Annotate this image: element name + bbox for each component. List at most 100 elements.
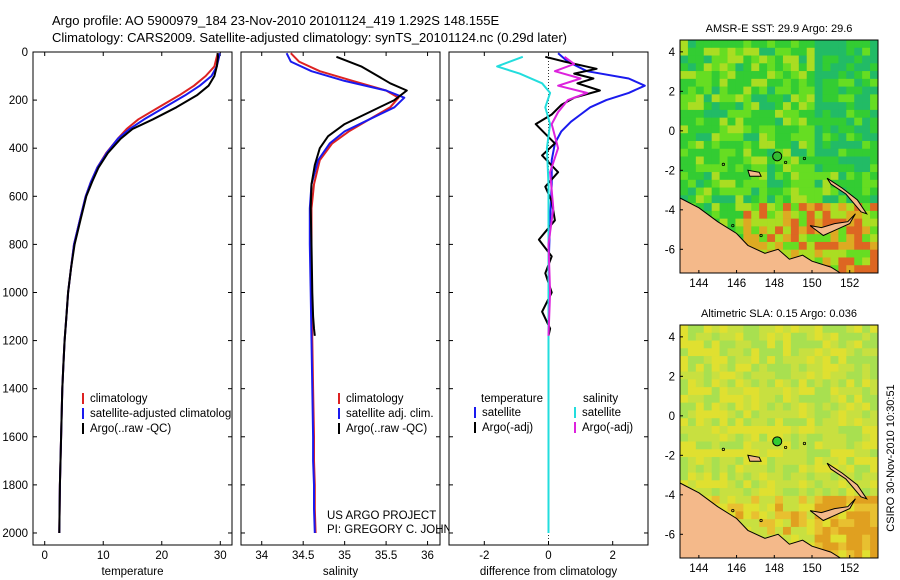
heatmap-cell xyxy=(862,172,871,181)
heatmap-cell xyxy=(775,348,784,357)
heatmap-cell xyxy=(854,379,863,388)
heatmap-cell xyxy=(854,394,863,403)
heatmap-cell xyxy=(870,371,879,380)
heatmap-cell xyxy=(687,71,697,80)
heatmap-cell xyxy=(870,187,879,196)
heatmap-cell xyxy=(711,109,720,118)
heatmap-cell xyxy=(759,418,768,427)
heatmap-cell xyxy=(695,472,705,481)
heatmap-cell xyxy=(798,464,808,473)
heatmap-cell xyxy=(822,464,831,473)
heatmap-cell xyxy=(814,464,823,473)
heatmap-cell xyxy=(775,394,784,403)
heatmap-cell xyxy=(703,172,712,181)
heatmap-cell xyxy=(830,241,839,250)
heatmap-cell xyxy=(687,195,697,204)
heatmap-cell xyxy=(838,40,847,49)
heatmap-cell xyxy=(695,148,705,157)
heatmap-cell xyxy=(775,503,784,512)
heatmap-cell xyxy=(719,195,728,204)
heatmap-cell xyxy=(854,265,863,274)
heatmap-cell xyxy=(790,187,800,196)
heatmap-cell xyxy=(695,480,705,489)
heatmap-cell xyxy=(727,47,736,56)
heatmap-cell xyxy=(759,503,768,512)
csiro-timestamp: CSIRO 30-Nov-2010 10:30:51 xyxy=(885,384,897,531)
heatmap-cell xyxy=(782,379,792,388)
heatmap-cell xyxy=(814,332,823,341)
heatmap-cell xyxy=(814,71,823,80)
heatmap-cell xyxy=(687,332,697,341)
heatmap-cell xyxy=(711,325,720,334)
annotation-text: PI: GREGORY C. JOHNSON xyxy=(327,524,477,536)
heatmap-cell xyxy=(687,356,697,365)
heatmap-cell xyxy=(862,109,871,118)
heatmap-cell xyxy=(806,332,815,341)
series-line-salinity-1 xyxy=(285,52,406,534)
heatmap-cell xyxy=(695,71,705,80)
heatmap-cell xyxy=(751,164,760,173)
heatmap-cell xyxy=(759,495,768,504)
heatmap-cell xyxy=(775,363,784,372)
heatmap-cell xyxy=(838,241,847,250)
heatmap-cell xyxy=(751,109,760,118)
heatmap-cell xyxy=(854,179,863,188)
heatmap-cell xyxy=(727,78,736,87)
heatmap-cell xyxy=(862,94,871,103)
heatmap-cell xyxy=(775,410,784,419)
heatmap-cell xyxy=(862,125,871,134)
heatmap-cell xyxy=(759,71,768,80)
heatmap-cell xyxy=(822,40,831,49)
heatmap-cell xyxy=(759,63,768,72)
heatmap-cell xyxy=(790,47,800,56)
heatmap-cell xyxy=(695,125,705,134)
heatmap-cell xyxy=(822,387,831,396)
heatmap-cell xyxy=(854,249,863,258)
heatmap-cell xyxy=(862,488,871,497)
heatmap-cell xyxy=(751,503,760,512)
heatmap-cell xyxy=(767,125,776,134)
heatmap-cell xyxy=(806,363,815,372)
heatmap-cell xyxy=(798,418,808,427)
heatmap-cell xyxy=(767,195,776,204)
heatmap-cell xyxy=(711,179,720,188)
heatmap-cell xyxy=(838,550,847,559)
heatmap-cell xyxy=(680,86,689,95)
heatmap-cell xyxy=(822,164,831,173)
heatmap-cell xyxy=(870,71,879,80)
heatmap-cell xyxy=(830,140,839,150)
heatmap-cell xyxy=(767,71,776,80)
heatmap-cell xyxy=(870,534,879,543)
heatmap-cell xyxy=(846,495,855,504)
heatmap-cell xyxy=(870,78,879,87)
heatmap-cell xyxy=(822,394,831,403)
heatmap-cell xyxy=(703,340,712,349)
heatmap-cell xyxy=(830,503,839,512)
heatmap-cell xyxy=(814,356,823,365)
heatmap-cell xyxy=(680,348,689,357)
heatmap-cell xyxy=(838,265,847,274)
heatmap-cell xyxy=(782,519,792,528)
heatmap-cell xyxy=(870,511,879,520)
heatmap-cell xyxy=(838,394,847,403)
heatmap-cell xyxy=(719,394,728,403)
islet xyxy=(783,160,788,165)
heatmap-cell xyxy=(775,140,784,150)
heatmap-cell xyxy=(838,125,847,134)
heatmap-cell xyxy=(830,164,839,173)
y-tick-label: -4 xyxy=(665,490,676,502)
heatmap-cell xyxy=(798,472,808,481)
heatmap-cell xyxy=(790,55,800,64)
heatmap-cell xyxy=(727,40,736,49)
heatmap-cell xyxy=(767,425,776,435)
heatmap-cell xyxy=(743,156,752,165)
heatmap-cell xyxy=(798,325,808,334)
heatmap-cell xyxy=(782,526,792,535)
heatmap-cell xyxy=(838,464,847,473)
heatmap-cell xyxy=(751,102,760,111)
heatmap-cell xyxy=(727,371,736,380)
islet xyxy=(759,233,763,238)
heatmap-cell xyxy=(719,78,728,87)
heatmap-cell xyxy=(822,63,831,72)
heatmap-cell xyxy=(846,441,855,450)
